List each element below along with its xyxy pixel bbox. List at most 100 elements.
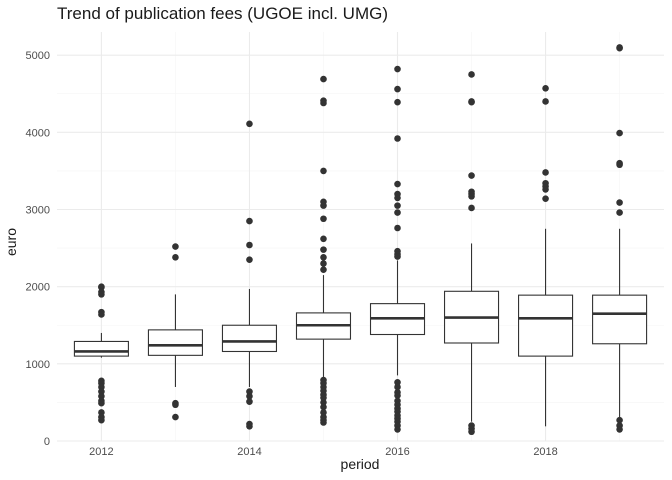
- outlier-point: [98, 416, 105, 424]
- outlier-point: [320, 202, 327, 209]
- outlier-point: [616, 209, 623, 216]
- major-grid: [57, 32, 664, 442]
- box-iqr: [73, 340, 129, 357]
- outlier-point: [172, 254, 179, 261]
- box-2016: [369, 65, 426, 433]
- outlier-point: [246, 388, 253, 395]
- outlier-point: [616, 426, 623, 433]
- outlier-point: [394, 253, 401, 260]
- y-tick-label: 3000: [26, 204, 50, 216]
- box-2014: [221, 120, 278, 430]
- outlier-point: [616, 416, 623, 424]
- box-2018: [518, 85, 574, 427]
- outlier-point: [246, 217, 253, 225]
- box-2019: [592, 44, 648, 433]
- outlier-point: [320, 409, 327, 416]
- outlier-point: [320, 260, 327, 267]
- minor-grid: [57, 32, 664, 441]
- outlier-point: [468, 204, 475, 212]
- box-2015: [295, 75, 352, 426]
- outlier-point: [98, 284, 105, 291]
- x-tick-label: 2012: [89, 446, 113, 458]
- outlier-point: [394, 224, 401, 232]
- outlier-point: [320, 254, 327, 261]
- outlier-point: [246, 392, 253, 400]
- outlier-point: [542, 98, 549, 105]
- outlier-point: [542, 195, 549, 202]
- outlier-point: [246, 423, 253, 430]
- x-axis-title: period: [341, 456, 380, 472]
- outlier-point: [394, 426, 401, 433]
- outlier-point: [320, 419, 327, 426]
- outlier-point: [246, 241, 253, 249]
- outlier-point: [394, 202, 401, 209]
- outlier-point: [246, 398, 253, 405]
- y-axis-ticks: 0 1000 2000 3000 4000 5000: [26, 50, 50, 448]
- outlier-point: [320, 75, 327, 83]
- outlier-point: [468, 428, 475, 436]
- outlier-point: [394, 135, 401, 142]
- outlier-point: [246, 256, 253, 263]
- outlier-point: [320, 235, 327, 243]
- outlier-point: [616, 44, 623, 52]
- outlier-point: [394, 209, 401, 216]
- outlier-point: [542, 186, 549, 193]
- box-iqr: [221, 324, 278, 353]
- outlier-point: [616, 199, 623, 206]
- outlier-point: [394, 98, 401, 106]
- y-tick-label: 0: [44, 436, 50, 448]
- outlier-point: [98, 383, 105, 391]
- outlier-point: [172, 413, 179, 421]
- outlier-point: [320, 215, 327, 223]
- x-axis-ticks: 2012 2014 2016 2018: [89, 446, 558, 458]
- outlier-point: [394, 379, 401, 386]
- outlier-point: [468, 98, 475, 106]
- outlier-point: [98, 399, 105, 407]
- x-tick-label: 2014: [237, 446, 261, 458]
- x-tick-label: 2018: [533, 446, 557, 458]
- outlier-point: [616, 161, 623, 169]
- outlier-point: [98, 291, 105, 298]
- y-tick-label: 5000: [26, 50, 50, 62]
- outlier-point: [320, 246, 327, 253]
- y-tick-label: 2000: [26, 282, 50, 294]
- box-iqr: [147, 329, 203, 356]
- box-2012: [73, 283, 129, 424]
- outlier-point: [320, 394, 327, 402]
- outlier-point: [172, 243, 179, 250]
- outlier-point: [320, 403, 327, 411]
- outlier-point: [616, 129, 623, 137]
- outlier-point: [98, 311, 105, 318]
- box-2017: [443, 71, 500, 436]
- outlier-point: [320, 99, 327, 107]
- outlier-point: [246, 120, 253, 128]
- y-axis-title: euro: [3, 228, 19, 256]
- outlier-point: [98, 409, 105, 416]
- chart-title: Trend of publication fees (UGOE incl. UM…: [57, 4, 388, 23]
- outlier-point: [320, 399, 327, 406]
- outlier-point: [542, 85, 549, 92]
- box-2013: [147, 243, 203, 421]
- outlier-point: [394, 383, 401, 391]
- outlier-point: [542, 169, 549, 176]
- outlier-point: [320, 167, 327, 175]
- outlier-point: [98, 388, 105, 395]
- box-iqr: [518, 294, 574, 357]
- outlier-point: [394, 65, 401, 73]
- outlier-point: [468, 193, 475, 200]
- x-tick-label: 2016: [385, 446, 409, 458]
- outlier-point: [394, 392, 401, 399]
- outlier-point: [394, 194, 401, 202]
- outlier-point: [394, 180, 401, 188]
- box-iqr: [592, 294, 648, 345]
- outlier-point: [468, 71, 475, 78]
- outlier-point: [320, 266, 327, 273]
- y-tick-label: 1000: [26, 359, 50, 371]
- outlier-point: [172, 401, 179, 409]
- outlier-point: [394, 85, 401, 93]
- outlier-point: [98, 392, 105, 400]
- y-tick-label: 4000: [26, 127, 50, 139]
- outlier-point: [468, 172, 475, 179]
- boxplot-series: [73, 44, 648, 436]
